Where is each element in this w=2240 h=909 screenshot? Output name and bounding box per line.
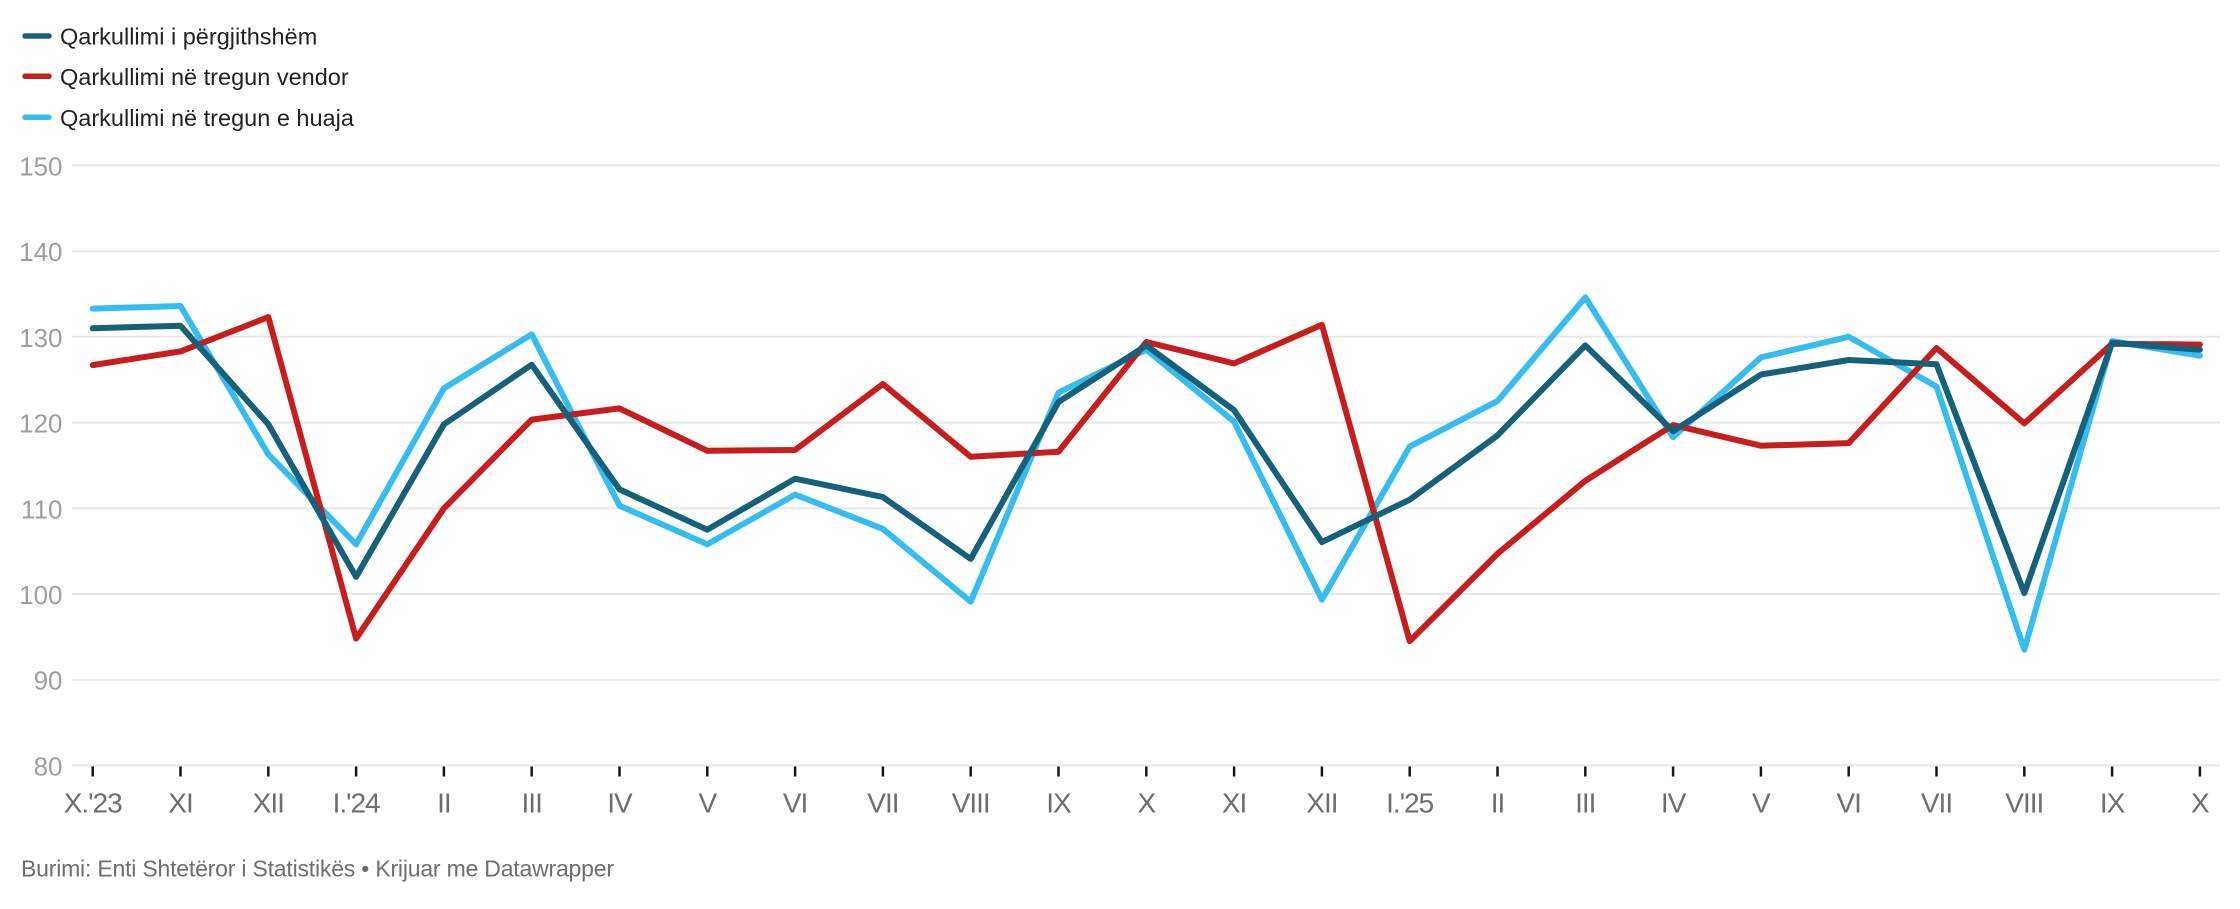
svg-text:Qarkullimi i përgjithshëm: Qarkullimi i përgjithshëm — [60, 24, 317, 50]
svg-text:VII: VII — [1921, 788, 1952, 819]
svg-text:III: III — [522, 788, 542, 819]
svg-text:VIII: VIII — [2005, 788, 2043, 819]
svg-text:80: 80 — [34, 751, 63, 781]
svg-text:Qarkullimi në tregun vendor: Qarkullimi në tregun vendor — [60, 64, 349, 90]
svg-text:XI: XI — [1222, 788, 1246, 819]
svg-text:VII: VII — [867, 788, 898, 819]
svg-text:100: 100 — [19, 580, 62, 610]
svg-text:90: 90 — [34, 666, 63, 696]
svg-text:VI: VI — [783, 788, 807, 819]
svg-text:IX: IX — [1046, 788, 1072, 819]
svg-text:VIII: VIII — [952, 788, 990, 819]
svg-text:Burimi: Enti Shtetëror i Stati: Burimi: Enti Shtetëror i Statistikës • K… — [21, 856, 614, 882]
svg-text:XI: XI — [168, 788, 192, 819]
svg-text:140: 140 — [19, 237, 62, 267]
svg-text:IV: IV — [1661, 788, 1687, 819]
svg-text:II: II — [437, 788, 451, 819]
svg-text:VI: VI — [1836, 788, 1860, 819]
svg-text:Qarkullimi në tregun e huaja: Qarkullimi në tregun e huaja — [60, 105, 355, 131]
svg-text:X: X — [1137, 788, 1156, 819]
svg-text:IX: IX — [2100, 788, 2126, 819]
svg-text:IV: IV — [607, 788, 633, 819]
svg-text:X: X — [2191, 788, 2210, 819]
svg-text:XII: XII — [253, 788, 284, 819]
svg-text:120: 120 — [19, 409, 62, 439]
svg-text:XII: XII — [1306, 788, 1337, 819]
svg-text:110: 110 — [21, 494, 62, 524]
svg-text:V: V — [1752, 788, 1771, 819]
svg-text:V: V — [698, 788, 717, 819]
svg-text:130: 130 — [19, 323, 62, 353]
svg-text:I.'25: I.'25 — [1386, 788, 1433, 819]
svg-text:X.'23: X.'23 — [64, 788, 122, 819]
svg-text:II: II — [1491, 788, 1505, 819]
svg-text:I.'24: I.'24 — [333, 788, 380, 819]
svg-text:150: 150 — [19, 151, 62, 181]
svg-text:III: III — [1575, 788, 1595, 819]
